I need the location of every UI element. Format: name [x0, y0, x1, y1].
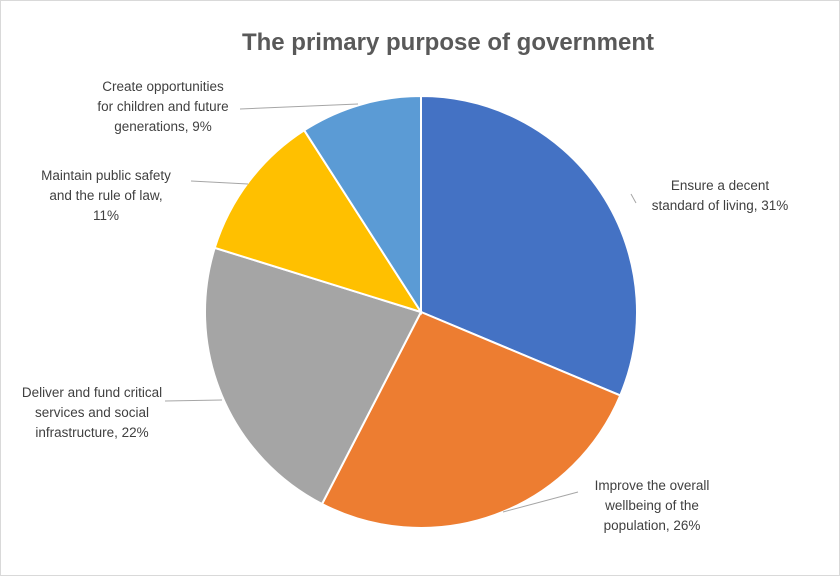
- pie-slices: [204, 94, 638, 529]
- leader-line: [164, 399, 223, 402]
- data-label-line: Improve the overall: [595, 478, 710, 493]
- data-label: Ensure a decent standard of living, 31%: [652, 178, 789, 213]
- data-label-line: 11%: [93, 208, 119, 223]
- data-label-line: services and social: [35, 405, 149, 420]
- pie-slice: [204, 246, 423, 506]
- data-label-line: Ensure a decent: [671, 178, 770, 193]
- data-label: Improve the overall wellbeing of the popul…: [595, 478, 710, 533]
- leader-line: [239, 103, 359, 110]
- data-label-line: generations, 9%: [114, 119, 212, 134]
- data-labels: Ensure a decent standard of living, 31% Im…: [22, 79, 788, 533]
- pie-slice: [302, 94, 422, 316]
- pie-slice: [420, 94, 638, 397]
- leader-line: [190, 180, 249, 185]
- data-label-line: Deliver and fund critical: [22, 385, 162, 400]
- data-label: Deliver and fund critical services and so…: [22, 385, 162, 440]
- data-label-line: infrastructure, 22%: [35, 425, 148, 440]
- data-label-line: Create opportunities: [102, 79, 224, 94]
- data-label-line: and the rule of law,: [49, 188, 162, 203]
- leader-lines: [164, 103, 637, 513]
- data-label-line: standard of living, 31%: [652, 198, 789, 213]
- data-label: Create opportunities for children and fut…: [97, 79, 228, 134]
- chart-title: The primary purpose of government: [242, 29, 654, 56]
- pie-slice: [213, 128, 424, 314]
- data-label-line: for children and future: [97, 99, 228, 114]
- data-label: Maintain public safety and the rule of la…: [41, 168, 171, 223]
- leader-line: [502, 491, 579, 513]
- leader-line: [630, 193, 637, 204]
- data-label-line: Maintain public safety: [41, 168, 171, 183]
- data-label-line: population, 26%: [604, 518, 701, 533]
- pie-slice: [320, 310, 622, 529]
- data-label-line: wellbeing of the: [604, 498, 699, 513]
